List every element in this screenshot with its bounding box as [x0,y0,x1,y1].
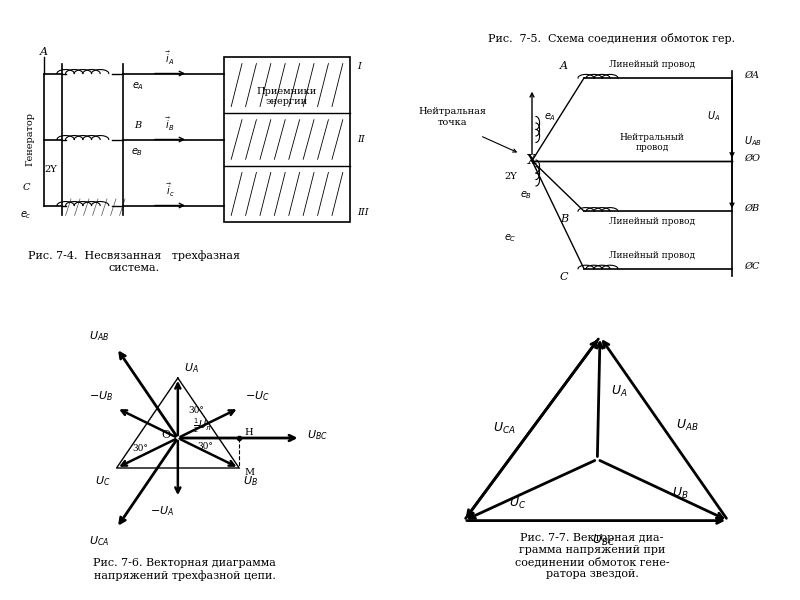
Text: $e_A$: $e_A$ [544,112,556,123]
Text: Рис.  7-5.  Схема соединения обмоток гер.: Рис. 7-5. Схема соединения обмоток гер. [489,33,735,44]
Text: C: C [22,184,30,192]
Text: $-U_C$: $-U_C$ [245,389,270,403]
Text: $U_A$: $U_A$ [610,385,627,400]
Text: 30°: 30° [198,442,214,451]
Text: H: H [245,428,254,437]
Text: $U_C$: $U_C$ [510,496,526,511]
Bar [224,57,350,222]
Text: $\frac{1}{2}U_{\rm л}$: $\frac{1}{2}U_{\rm л}$ [193,416,211,435]
Text: $U_{CA}$: $U_{CA}$ [494,421,516,436]
Text: X: X [527,154,537,167]
Text: $U_A$: $U_A$ [706,109,720,123]
Text: I: I [357,62,361,71]
Text: $-U_A$: $-U_A$ [150,504,174,518]
Text: $\vec{i}_B$: $\vec{i}_B$ [166,116,174,133]
Text: $U_{BC}$: $U_{BC}$ [307,428,328,442]
Text: B: B [560,214,568,224]
Text: $\vec{i}_A$: $\vec{i}_A$ [166,50,174,67]
Text: ØB: ØB [744,204,759,213]
Text: ØC: ØC [744,262,759,271]
Text: 30°: 30° [132,444,148,453]
Text: $e_B$: $e_B$ [520,189,532,200]
Text: Линейный провод: Линейный провод [609,251,695,260]
Text: 2Y: 2Y [45,166,58,175]
Text: $U_C$: $U_C$ [95,474,111,488]
Text: $U_B$: $U_B$ [242,474,258,488]
Text: $e_C$: $e_C$ [504,232,517,244]
Text: $U_{AB}$: $U_{AB}$ [676,418,698,433]
Text: $U_B$: $U_B$ [672,485,689,500]
Text: $e_A$: $e_A$ [131,80,144,92]
Text: O: O [162,430,170,440]
Text: C: C [560,272,568,281]
Text: III: III [357,208,369,217]
Text: Линейный провод: Линейный провод [609,60,695,69]
Text: $e_B$: $e_B$ [131,146,144,158]
Text: ØO: ØO [744,154,760,163]
Text: Рис. 7-7. Векторная диа-
грамма напряжений при
соединении обмоток гене-
ратора з: Рис. 7-7. Векторная диа- грамма напряжен… [514,533,670,579]
Text: Нейтральный
провод: Нейтральный провод [619,133,685,152]
Text: $\vec{i}_c$: $\vec{i}_c$ [166,182,174,199]
Text: 30°: 30° [189,406,204,415]
Text: Линейный провод: Линейный провод [609,217,695,226]
Text: $U_{AB}$: $U_{AB}$ [89,329,110,343]
Text: A: A [560,61,568,71]
Text: A: A [40,47,48,57]
Text: $U_{CA}$: $U_{CA}$ [89,534,110,548]
Text: $e_c$: $e_c$ [20,209,32,221]
Text: $U_{BC}$: $U_{BC}$ [592,533,616,548]
Text: $U_{AB}$: $U_{AB}$ [744,134,762,148]
Text: Нейтральная
точка: Нейтральная точка [418,107,486,127]
Text: 2Y: 2Y [504,172,517,181]
Text: Генератор: Генератор [25,113,34,166]
Text: ØA: ØA [744,71,759,80]
Text: B: B [134,121,141,130]
Text: Рис. 7-6. Векторная диаграмма
напряжений трехфазной цепи.: Рис. 7-6. Векторная диаграмма напряжений… [94,558,276,581]
Text: $U_A$: $U_A$ [183,361,198,375]
Text: M: M [244,468,254,477]
Text: Приемники
энергии: Приемники энергии [257,87,317,106]
Text: $-U_B$: $-U_B$ [89,389,113,403]
Text: II: II [357,135,365,144]
Text: Рис. 7-4.  Несвязанная   трехфазная
система.: Рис. 7-4. Несвязанная трехфазная система… [28,250,240,273]
